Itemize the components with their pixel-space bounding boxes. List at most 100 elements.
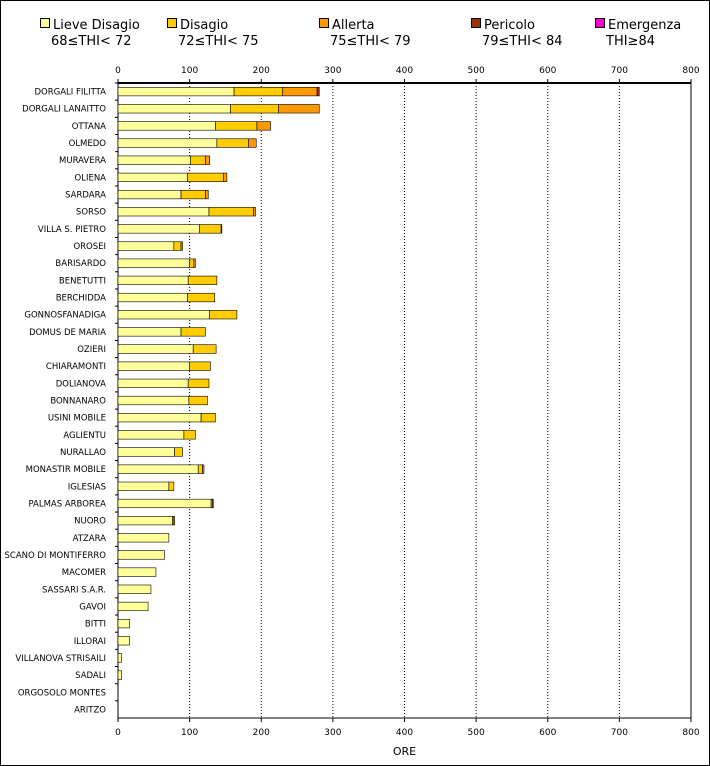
category-label: MACOMER bbox=[62, 568, 106, 578]
bar-segment bbox=[117, 361, 190, 371]
category-label: ORGOSOLO MONTES bbox=[18, 688, 106, 698]
legend-label: Emergenza bbox=[608, 18, 682, 33]
category-label: DORGALI FILITTA bbox=[34, 88, 106, 98]
category-label: OLMEDO bbox=[69, 139, 107, 149]
bar-segment bbox=[192, 344, 217, 354]
legend-item-disagio: Disagio 72≤THI< 75 bbox=[167, 18, 259, 50]
category-label: OTTANA bbox=[72, 122, 106, 132]
category-label: SCANO DI MONTIFERRO bbox=[5, 551, 107, 561]
bar-segment bbox=[189, 361, 211, 371]
bar-segment bbox=[173, 516, 175, 526]
category-label: MONASTIR MOBILE bbox=[26, 465, 106, 475]
bar-segment bbox=[117, 189, 182, 200]
category-label: ILLORAI bbox=[74, 637, 106, 647]
bar-segment bbox=[117, 241, 175, 251]
x-tick-label-top: 800 bbox=[682, 66, 699, 76]
bar-segment bbox=[117, 310, 210, 320]
x-tick-label-top: 200 bbox=[253, 66, 270, 76]
bar-segment bbox=[233, 86, 284, 97]
legend-swatch-emergenza bbox=[595, 18, 605, 28]
category-label: GONNOSFANADIGA bbox=[24, 311, 106, 321]
bar-segment bbox=[215, 121, 258, 131]
bar-segment bbox=[117, 498, 212, 509]
bar-segment bbox=[117, 258, 190, 268]
legend-item-allerta: Allerta 75≤THI< 79 bbox=[319, 18, 411, 50]
bar-segment bbox=[117, 86, 235, 97]
bar-segment bbox=[205, 189, 209, 200]
x-tick-label-bottom: 600 bbox=[539, 728, 556, 738]
x-tick-label-bottom: 500 bbox=[468, 728, 485, 738]
legend-swatch-allerta bbox=[319, 18, 329, 28]
bar-segment bbox=[117, 155, 191, 165]
x-tick-label-bottom: 800 bbox=[682, 728, 699, 738]
bar-segment bbox=[248, 138, 257, 148]
bar-segment bbox=[189, 258, 195, 268]
category-label: MURAVERA bbox=[59, 156, 106, 166]
bar-segment bbox=[278, 104, 320, 114]
x-tick-label-bottom: 200 bbox=[253, 728, 270, 738]
x-tick-label-top: 0 bbox=[115, 66, 121, 76]
x-tick-label-top: 400 bbox=[396, 66, 413, 76]
category-label: DOMUS DE MARIA bbox=[29, 328, 106, 338]
bar-segment bbox=[117, 172, 188, 182]
bar-segment bbox=[208, 207, 254, 217]
x-tick-label-bottom: 0 bbox=[115, 728, 121, 738]
category-label: SARDARA bbox=[65, 191, 106, 201]
category-label: GAVOI bbox=[79, 602, 106, 612]
bar-segment bbox=[190, 155, 206, 165]
category-label: AGLIENTU bbox=[63, 431, 106, 441]
bar-segment bbox=[117, 327, 182, 337]
legend-range: THI≥84 bbox=[606, 34, 655, 49]
category-label: VILLA S. PIETRO bbox=[38, 225, 106, 235]
legend-label: Disagio bbox=[180, 18, 229, 33]
bar-segment bbox=[253, 207, 256, 217]
bar-segment bbox=[187, 172, 224, 182]
category-label: BARISARDO bbox=[55, 259, 106, 269]
bar-segment bbox=[117, 121, 216, 131]
legend-range: 72≤THI< 75 bbox=[178, 34, 259, 49]
bar-segment bbox=[282, 86, 318, 97]
bar-segment bbox=[117, 344, 194, 354]
legend-range: 79≤THI< 84 bbox=[482, 34, 563, 49]
x-axis-title: ORE bbox=[393, 745, 416, 758]
bar-segment bbox=[117, 138, 218, 148]
category-label: DORGALI LANAITTO bbox=[22, 105, 106, 115]
x-tick-label-top: 100 bbox=[181, 66, 198, 76]
category-label: USINI MOBILE bbox=[48, 414, 106, 424]
legend-swatch-lieve-disagio bbox=[40, 18, 50, 28]
x-tick-label-bottom: 400 bbox=[396, 728, 413, 738]
bar-segment bbox=[180, 327, 206, 337]
bar-segment bbox=[117, 395, 190, 406]
legend-swatch-disagio bbox=[167, 18, 177, 28]
bar-segment bbox=[117, 533, 170, 543]
x-tick-label-top: 500 bbox=[468, 66, 485, 76]
bar-segment bbox=[168, 481, 175, 491]
bar-segment bbox=[117, 481, 170, 491]
bar-segment bbox=[117, 447, 175, 457]
bar-segment bbox=[193, 258, 196, 268]
bar-segment bbox=[188, 395, 208, 406]
category-label: BENETUTTI bbox=[59, 276, 106, 286]
x-tick-label-top: 300 bbox=[324, 66, 341, 76]
bar-segment bbox=[117, 567, 157, 577]
bar-segment bbox=[117, 636, 130, 646]
legend-label: Pericolo bbox=[484, 18, 535, 33]
bar-segment bbox=[174, 447, 183, 457]
bar-segment bbox=[117, 224, 200, 234]
bar-segment bbox=[117, 670, 122, 680]
category-label: BONNANARO bbox=[50, 397, 106, 407]
legend-range: 68≤THI< 72 bbox=[51, 34, 132, 49]
category-label: PALMAS ARBOREA bbox=[28, 499, 106, 509]
category-label: SASSARI S.A.R. bbox=[42, 585, 106, 595]
bar-segment bbox=[187, 275, 218, 285]
category-label: IGLESIAS bbox=[68, 482, 106, 492]
bar-segment bbox=[209, 310, 238, 320]
bar-segment bbox=[212, 498, 214, 509]
category-label: BERCHIDDA bbox=[56, 294, 106, 304]
bar-segment bbox=[117, 601, 149, 612]
bar-segment bbox=[117, 104, 231, 114]
category-label: NUORO bbox=[74, 517, 106, 527]
bar-segment bbox=[117, 292, 188, 303]
legend-item-emergenza: Emergenza THI≥84 bbox=[595, 18, 681, 50]
